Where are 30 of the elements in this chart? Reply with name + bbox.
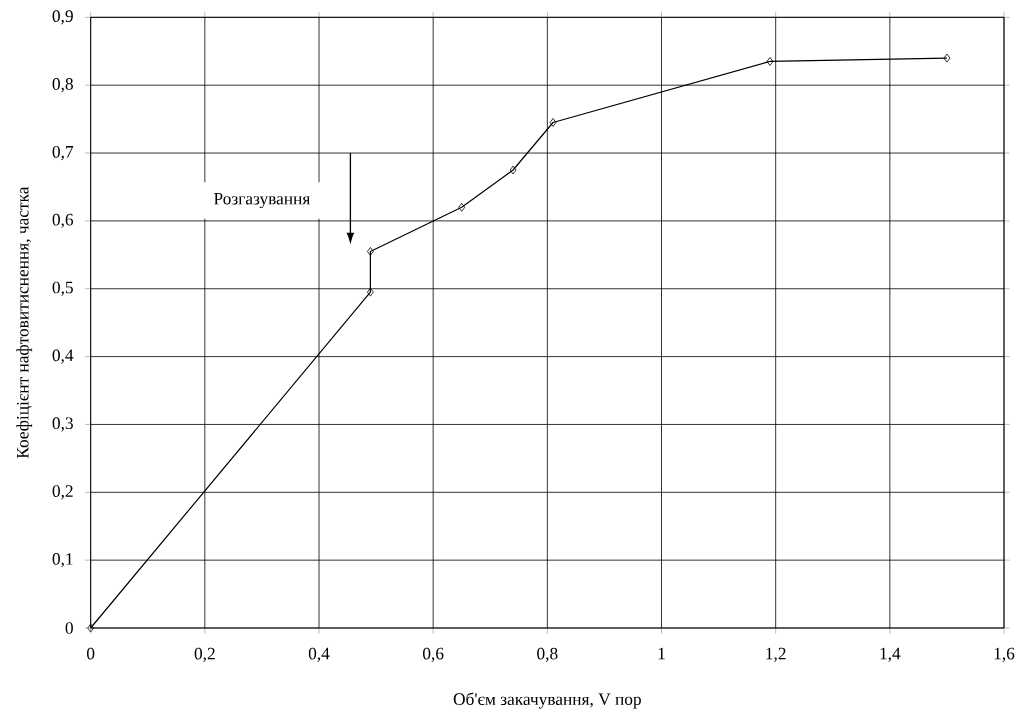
x-tick-label: 0 [87, 647, 95, 660]
x-tick-label: 1,4 [880, 647, 901, 662]
point [87, 623, 95, 633]
x-tick-label: 1,2 [766, 647, 786, 662]
x-tick-label: 0,2 [194, 647, 215, 662]
x-axis-title: Об'єм закачування, V пор [453, 692, 641, 709]
x-tick-label: 1,6 [994, 647, 1015, 662]
y-tick-label: 0,9 [52, 10, 73, 25]
y-tick-label: 0,4 [52, 349, 74, 364]
x-tick-label: 0,8 [537, 647, 558, 662]
x-tick-label: 0,4 [308, 647, 330, 662]
y-tick-label: 0,1 [52, 553, 73, 568]
point [766, 57, 774, 66]
point [458, 202, 466, 212]
y-tick-label: 0,5 [52, 281, 73, 296]
y-axis-title: Коефіцієнт нафтовитиснення, частка [16, 186, 33, 459]
point [509, 165, 517, 175]
point [366, 247, 374, 256]
annotation: Розгазування [214, 192, 311, 209]
y-tick-label: 0,3 [52, 417, 73, 432]
y-tick-label: 0 [65, 622, 73, 634]
x-tick-label: 0,6 [423, 647, 444, 662]
y-tick-label: 0,7 [52, 145, 74, 161]
y-tick-label: 0,2 [52, 485, 73, 500]
point [943, 53, 951, 63]
x-tick-label: 1 [658, 647, 665, 660]
y-tick-label: 0,8 [52, 78, 73, 93]
y-tick-label: 0,6 [52, 213, 74, 228]
point [366, 287, 374, 297]
point [549, 118, 557, 127]
